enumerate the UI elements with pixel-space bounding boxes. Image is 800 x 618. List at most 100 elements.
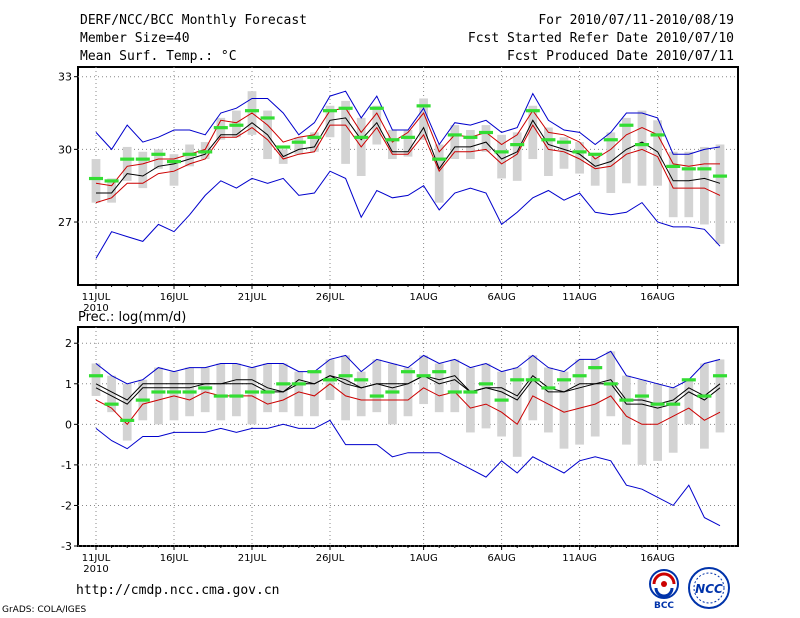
spread-box xyxy=(684,379,694,425)
green-mark xyxy=(182,152,197,156)
green-mark xyxy=(213,126,228,130)
spread-box xyxy=(91,363,101,396)
spread-box xyxy=(122,146,132,181)
spread-box xyxy=(154,367,163,425)
member-size: Member Size=40 xyxy=(80,31,190,46)
green-mark xyxy=(260,116,275,120)
series-line-min xyxy=(95,170,721,259)
green-mark xyxy=(463,135,478,139)
spread-box xyxy=(575,142,584,174)
x-tick-label: 26JUL xyxy=(316,292,345,303)
forecast-produced-date: Fcst Produced Date 2010/07/11 xyxy=(507,49,734,64)
y-tick-label: -1 xyxy=(61,459,72,472)
series-line-mean xyxy=(95,375,721,409)
green-mark xyxy=(510,143,525,147)
green-mark xyxy=(120,157,135,161)
green-mark xyxy=(556,378,572,382)
spread-box xyxy=(668,387,678,453)
spread-box xyxy=(450,125,460,160)
green-mark xyxy=(135,157,150,161)
green-mark xyxy=(354,135,369,139)
spread-box xyxy=(466,367,475,433)
series-line-max xyxy=(95,350,721,389)
spread-box xyxy=(310,371,319,417)
green-mark xyxy=(712,374,728,378)
green-mark xyxy=(634,394,650,398)
spread-box xyxy=(122,383,132,441)
spread-box xyxy=(200,367,210,413)
x-tick-label: 11AUG xyxy=(562,553,597,564)
x-tick-label: 16JUL xyxy=(160,553,189,564)
green-mark xyxy=(478,130,494,135)
y-tick-label: -2 xyxy=(61,499,72,512)
green-mark xyxy=(650,133,665,137)
green-mark xyxy=(244,390,260,394)
green-mark xyxy=(229,123,244,127)
x-tick-label: 6AUG xyxy=(487,553,515,564)
spread-box xyxy=(107,375,116,413)
green-mark xyxy=(447,390,462,394)
green-mark xyxy=(104,179,119,183)
precip-panel-title: Prec.: log(mm/d) xyxy=(78,310,186,325)
spread-box xyxy=(372,105,382,145)
x-tick-label: 21JUL xyxy=(238,553,267,564)
spread-box xyxy=(419,98,428,140)
source-url[interactable]: http://cmdp.ncc.cma.gov.cn xyxy=(76,583,280,598)
spread-box xyxy=(450,359,460,413)
spread-box xyxy=(341,355,350,421)
green-mark xyxy=(166,390,182,394)
x-tick-label: 16AUG xyxy=(640,292,675,303)
spread-box xyxy=(325,105,335,138)
green-mark xyxy=(619,123,634,127)
green-mark xyxy=(166,159,182,164)
green-mark xyxy=(416,374,431,378)
green-mark xyxy=(88,374,104,378)
ncc-logo-text: NCC xyxy=(695,582,723,596)
grads-credit: GrADS: COLA/IGES xyxy=(2,605,87,615)
spread-box xyxy=(528,355,538,421)
spread-box xyxy=(544,127,553,176)
green-mark xyxy=(151,152,166,156)
forecast-start-date: Fcst Started Refer Date 2010/07/10 xyxy=(467,31,734,46)
bcc-logo-text: BCC xyxy=(654,601,674,610)
green-mark xyxy=(354,378,369,382)
spread-box xyxy=(559,371,569,449)
spread-box xyxy=(497,134,506,179)
bcc-logo: BCC xyxy=(649,569,679,610)
y-tick-label: -3 xyxy=(61,540,72,553)
green-mark xyxy=(244,109,260,113)
green-mark xyxy=(697,394,712,398)
green-mark xyxy=(681,378,696,382)
ncc-logo: NCC xyxy=(688,567,730,609)
spread-box xyxy=(278,363,288,413)
green-mark xyxy=(338,106,353,110)
green-mark xyxy=(276,382,291,386)
spread-box xyxy=(403,129,413,157)
spread-box xyxy=(653,120,662,186)
spread-box xyxy=(419,355,428,405)
x-tick-label: 11JUL xyxy=(82,553,111,564)
x-tick-label: 6AUG xyxy=(487,292,515,303)
y-tick-label: 2 xyxy=(65,337,72,350)
green-mark xyxy=(291,382,306,386)
green-mark xyxy=(229,394,244,398)
spread-box xyxy=(606,132,616,193)
spread-box xyxy=(481,125,491,152)
spread-box xyxy=(653,383,662,461)
spread-box xyxy=(232,363,241,417)
x-tick-label: 16JUL xyxy=(160,292,189,303)
spread-box xyxy=(715,144,725,244)
spread-box xyxy=(434,144,444,203)
green-mark xyxy=(650,402,665,406)
green-mark xyxy=(588,152,603,156)
green-mark xyxy=(712,174,728,178)
spread-box xyxy=(637,379,647,465)
green-mark xyxy=(666,402,681,406)
green-mark xyxy=(120,418,135,422)
spread-box xyxy=(700,146,709,225)
green-mark xyxy=(634,143,650,147)
green-mark xyxy=(494,150,509,154)
green-mark xyxy=(572,374,587,378)
spread-box xyxy=(575,359,584,445)
